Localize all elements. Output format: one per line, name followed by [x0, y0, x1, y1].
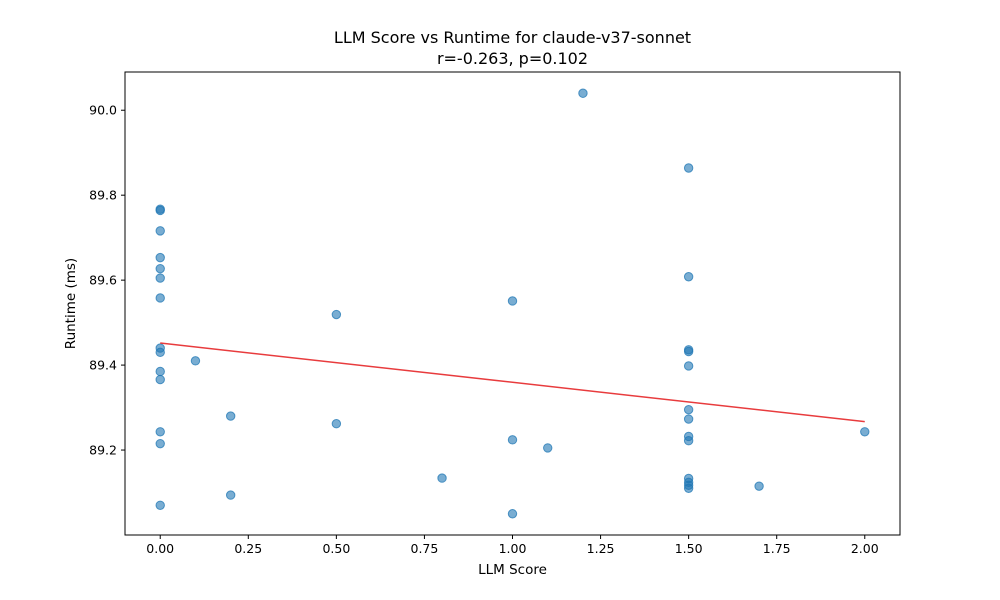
- y-tick-label: 89.6: [89, 273, 117, 288]
- chart-title: LLM Score vs Runtime for claude-v37-sonn…: [334, 28, 691, 47]
- x-tick-label: 0.00: [146, 541, 174, 556]
- y-axis-label: Runtime (ms): [63, 258, 79, 349]
- x-tick-label: 1.75: [763, 541, 791, 556]
- scatter-point: [507, 296, 518, 306]
- scatter-point: [155, 347, 165, 358]
- plot-area-frame: [124, 71, 901, 536]
- y-tick-label: 89.8: [89, 188, 117, 203]
- scatter-point: [860, 427, 870, 437]
- scatter-point: [683, 436, 694, 446]
- scatter-point: [155, 252, 165, 263]
- scatter-point: [155, 226, 165, 236]
- scatter-point: [155, 374, 165, 385]
- x-axis-ticks: 0.00 0.25 0.50 0.75 1.00 1.25 1.50 1.75 2.00: [146, 535, 879, 556]
- scatter-points: [155, 88, 870, 519]
- scatter-point: [578, 88, 588, 98]
- x-tick-label: 1.50: [675, 541, 703, 556]
- scatter-point: [543, 443, 553, 453]
- scatter-point: [225, 490, 236, 500]
- x-tick-label: 1.25: [587, 541, 615, 556]
- scatter-point: [190, 356, 201, 366]
- x-tick-label: 0.75: [411, 541, 439, 556]
- scatter-point: [331, 419, 342, 429]
- x-tick-label: 0.25: [234, 541, 262, 556]
- scatter-point: [683, 404, 694, 415]
- scatter-point: [507, 435, 518, 445]
- x-axis-label: LLM Score: [478, 562, 547, 578]
- scatter-point: [155, 427, 165, 437]
- x-tick-label: 1.00: [499, 541, 527, 556]
- chart-subtitle: r=-0.263, p=0.102: [437, 49, 588, 68]
- y-axis-ticks: 89.2 89.4 89.6 89.8 90.0: [89, 103, 125, 458]
- scatter-point: [155, 366, 165, 377]
- scatter-point: [155, 263, 165, 274]
- y-tick-label: 89.2: [89, 443, 117, 458]
- x-tick-label: 0.50: [322, 541, 350, 556]
- scatter-point: [155, 293, 165, 303]
- x-tick-label: 2.00: [851, 541, 879, 556]
- scatter-point: [683, 361, 694, 371]
- scatter-point: [683, 272, 694, 282]
- scatter-point: [507, 509, 518, 519]
- scatter-point: [437, 473, 447, 483]
- scatter-point: [155, 438, 165, 449]
- scatter-point: [683, 163, 694, 173]
- scatter-point: [155, 205, 165, 216]
- scatter-point: [683, 483, 694, 493]
- scatter-point: [225, 411, 236, 421]
- scatter-point: [331, 309, 342, 320]
- y-tick-label: 90.0: [89, 103, 117, 118]
- trend-line: [160, 342, 865, 423]
- scatter-point: [155, 273, 165, 283]
- y-tick-label: 89.4: [89, 358, 117, 373]
- scatter-point: [155, 500, 165, 510]
- scatter-point: [754, 481, 764, 491]
- scatter-point: [683, 346, 694, 357]
- scatter-point: [683, 414, 694, 424]
